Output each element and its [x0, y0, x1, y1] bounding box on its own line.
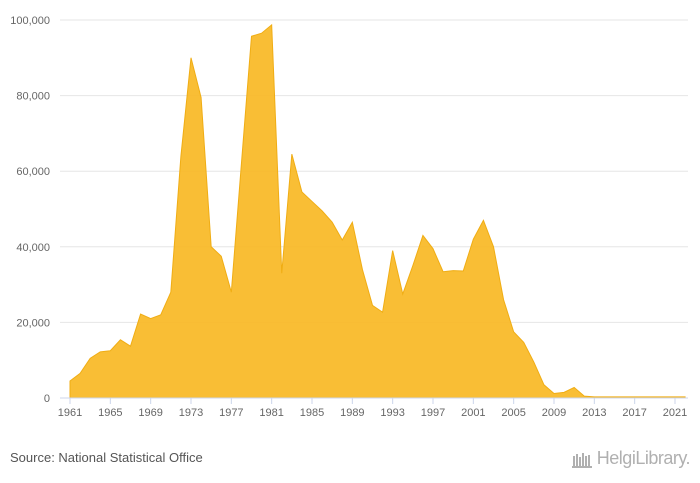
brand-name: HelgiLibrary.: [596, 448, 691, 468]
x-tick-label: 2001: [461, 407, 485, 419]
source-text: Source: National Statistical Office: [10, 450, 203, 465]
footer: Source: National Statistical Office Helg…: [0, 440, 700, 483]
brand-logo[interactable]: HelgiLibrary.: [571, 448, 691, 469]
y-tick-label: 100,000: [10, 15, 50, 27]
x-tick-label: 1965: [98, 407, 122, 419]
y-tick-label: 60,000: [16, 166, 50, 178]
x-tick-label: 1973: [179, 407, 203, 419]
x-axis: 1961 1965 1969 1973 1977 1981 1985 1989 1993 1997…: [58, 398, 687, 419]
library-icon: [571, 450, 594, 468]
x-tick-label: 1981: [259, 407, 283, 419]
area-series[interactable]: [69, 23, 686, 399]
x-tick-label: 1969: [138, 407, 162, 419]
x-tick-label: 2013: [582, 407, 606, 419]
x-tick-label: 1961: [58, 407, 82, 419]
y-axis: 0 20,000 40,000 60,000 80,000 100,000: [10, 15, 50, 405]
y-tick-label: 40,000: [16, 242, 50, 254]
y-tick-label: 0: [44, 393, 50, 405]
y-tick-label: 80,000: [16, 91, 50, 103]
x-tick-label: 2021: [663, 407, 687, 419]
x-tick-label: 1985: [300, 407, 324, 419]
x-tick-label: 1993: [380, 407, 404, 419]
x-tick-label: 1997: [421, 407, 445, 419]
y-tick-label: 20,000: [16, 317, 50, 329]
x-tick-label: 2009: [542, 407, 566, 419]
x-tick-label: 2017: [622, 407, 646, 419]
x-tick-label: 1977: [219, 407, 243, 419]
x-tick-label: 1989: [340, 407, 364, 419]
x-tick-label: 2005: [501, 407, 525, 419]
